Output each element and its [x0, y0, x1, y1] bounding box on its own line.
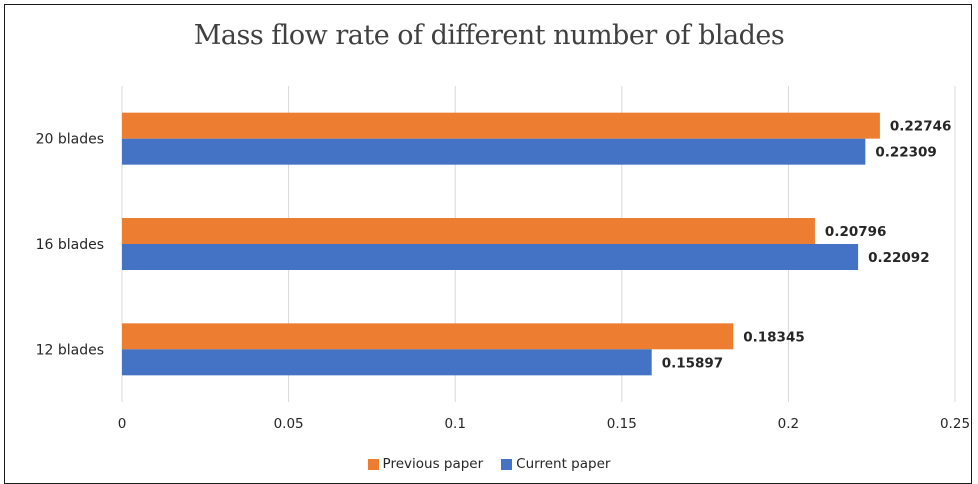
- x-tick-label-1: 0.05: [274, 416, 304, 432]
- legend-swatch-previous-paper: [367, 458, 379, 470]
- legend-swatch-current-paper: [501, 458, 513, 470]
- bar-current-paper-2: [122, 138, 866, 165]
- x-tick-label-5: 0.25: [940, 416, 970, 432]
- data-label-current-paper-1: 0.22092: [868, 250, 930, 266]
- bar-current-paper-1: [122, 244, 859, 270]
- data-label-previous-paper-1: 0.20796: [825, 224, 887, 240]
- legend: Previous paper Current paper: [0, 456, 978, 472]
- data-label-current-paper-0: 0.15897: [662, 355, 724, 371]
- bar-current-paper-0: [122, 349, 652, 376]
- data-label-current-paper-2: 0.22309: [875, 145, 937, 161]
- data-label-previous-paper-0: 0.18345: [743, 329, 805, 345]
- bar-previous-paper-2: [122, 112, 880, 139]
- category-label-0: 12 blades: [36, 342, 104, 358]
- x-tick-label-2: 0.1: [444, 416, 465, 432]
- bar-previous-paper-1: [122, 218, 815, 244]
- x-tick-label-3: 0.15: [607, 416, 637, 432]
- legend-label-current-paper: Current paper: [516, 456, 611, 472]
- category-label-2: 20 blades: [36, 132, 104, 148]
- legend-item-previous-paper: Previous paper: [367, 456, 484, 472]
- x-tick-label-0: 0: [118, 416, 127, 432]
- chart-title: Mass flow rate of different number of bl…: [193, 20, 785, 51]
- category-label-1: 16 blades: [36, 237, 104, 253]
- legend-label-previous-paper: Previous paper: [382, 456, 484, 472]
- x-tick-label-4: 0.2: [778, 416, 799, 432]
- bar-previous-paper-0: [122, 323, 734, 350]
- legend-item-current-paper: Current paper: [501, 456, 610, 472]
- data-label-previous-paper-2: 0.22746: [890, 119, 952, 135]
